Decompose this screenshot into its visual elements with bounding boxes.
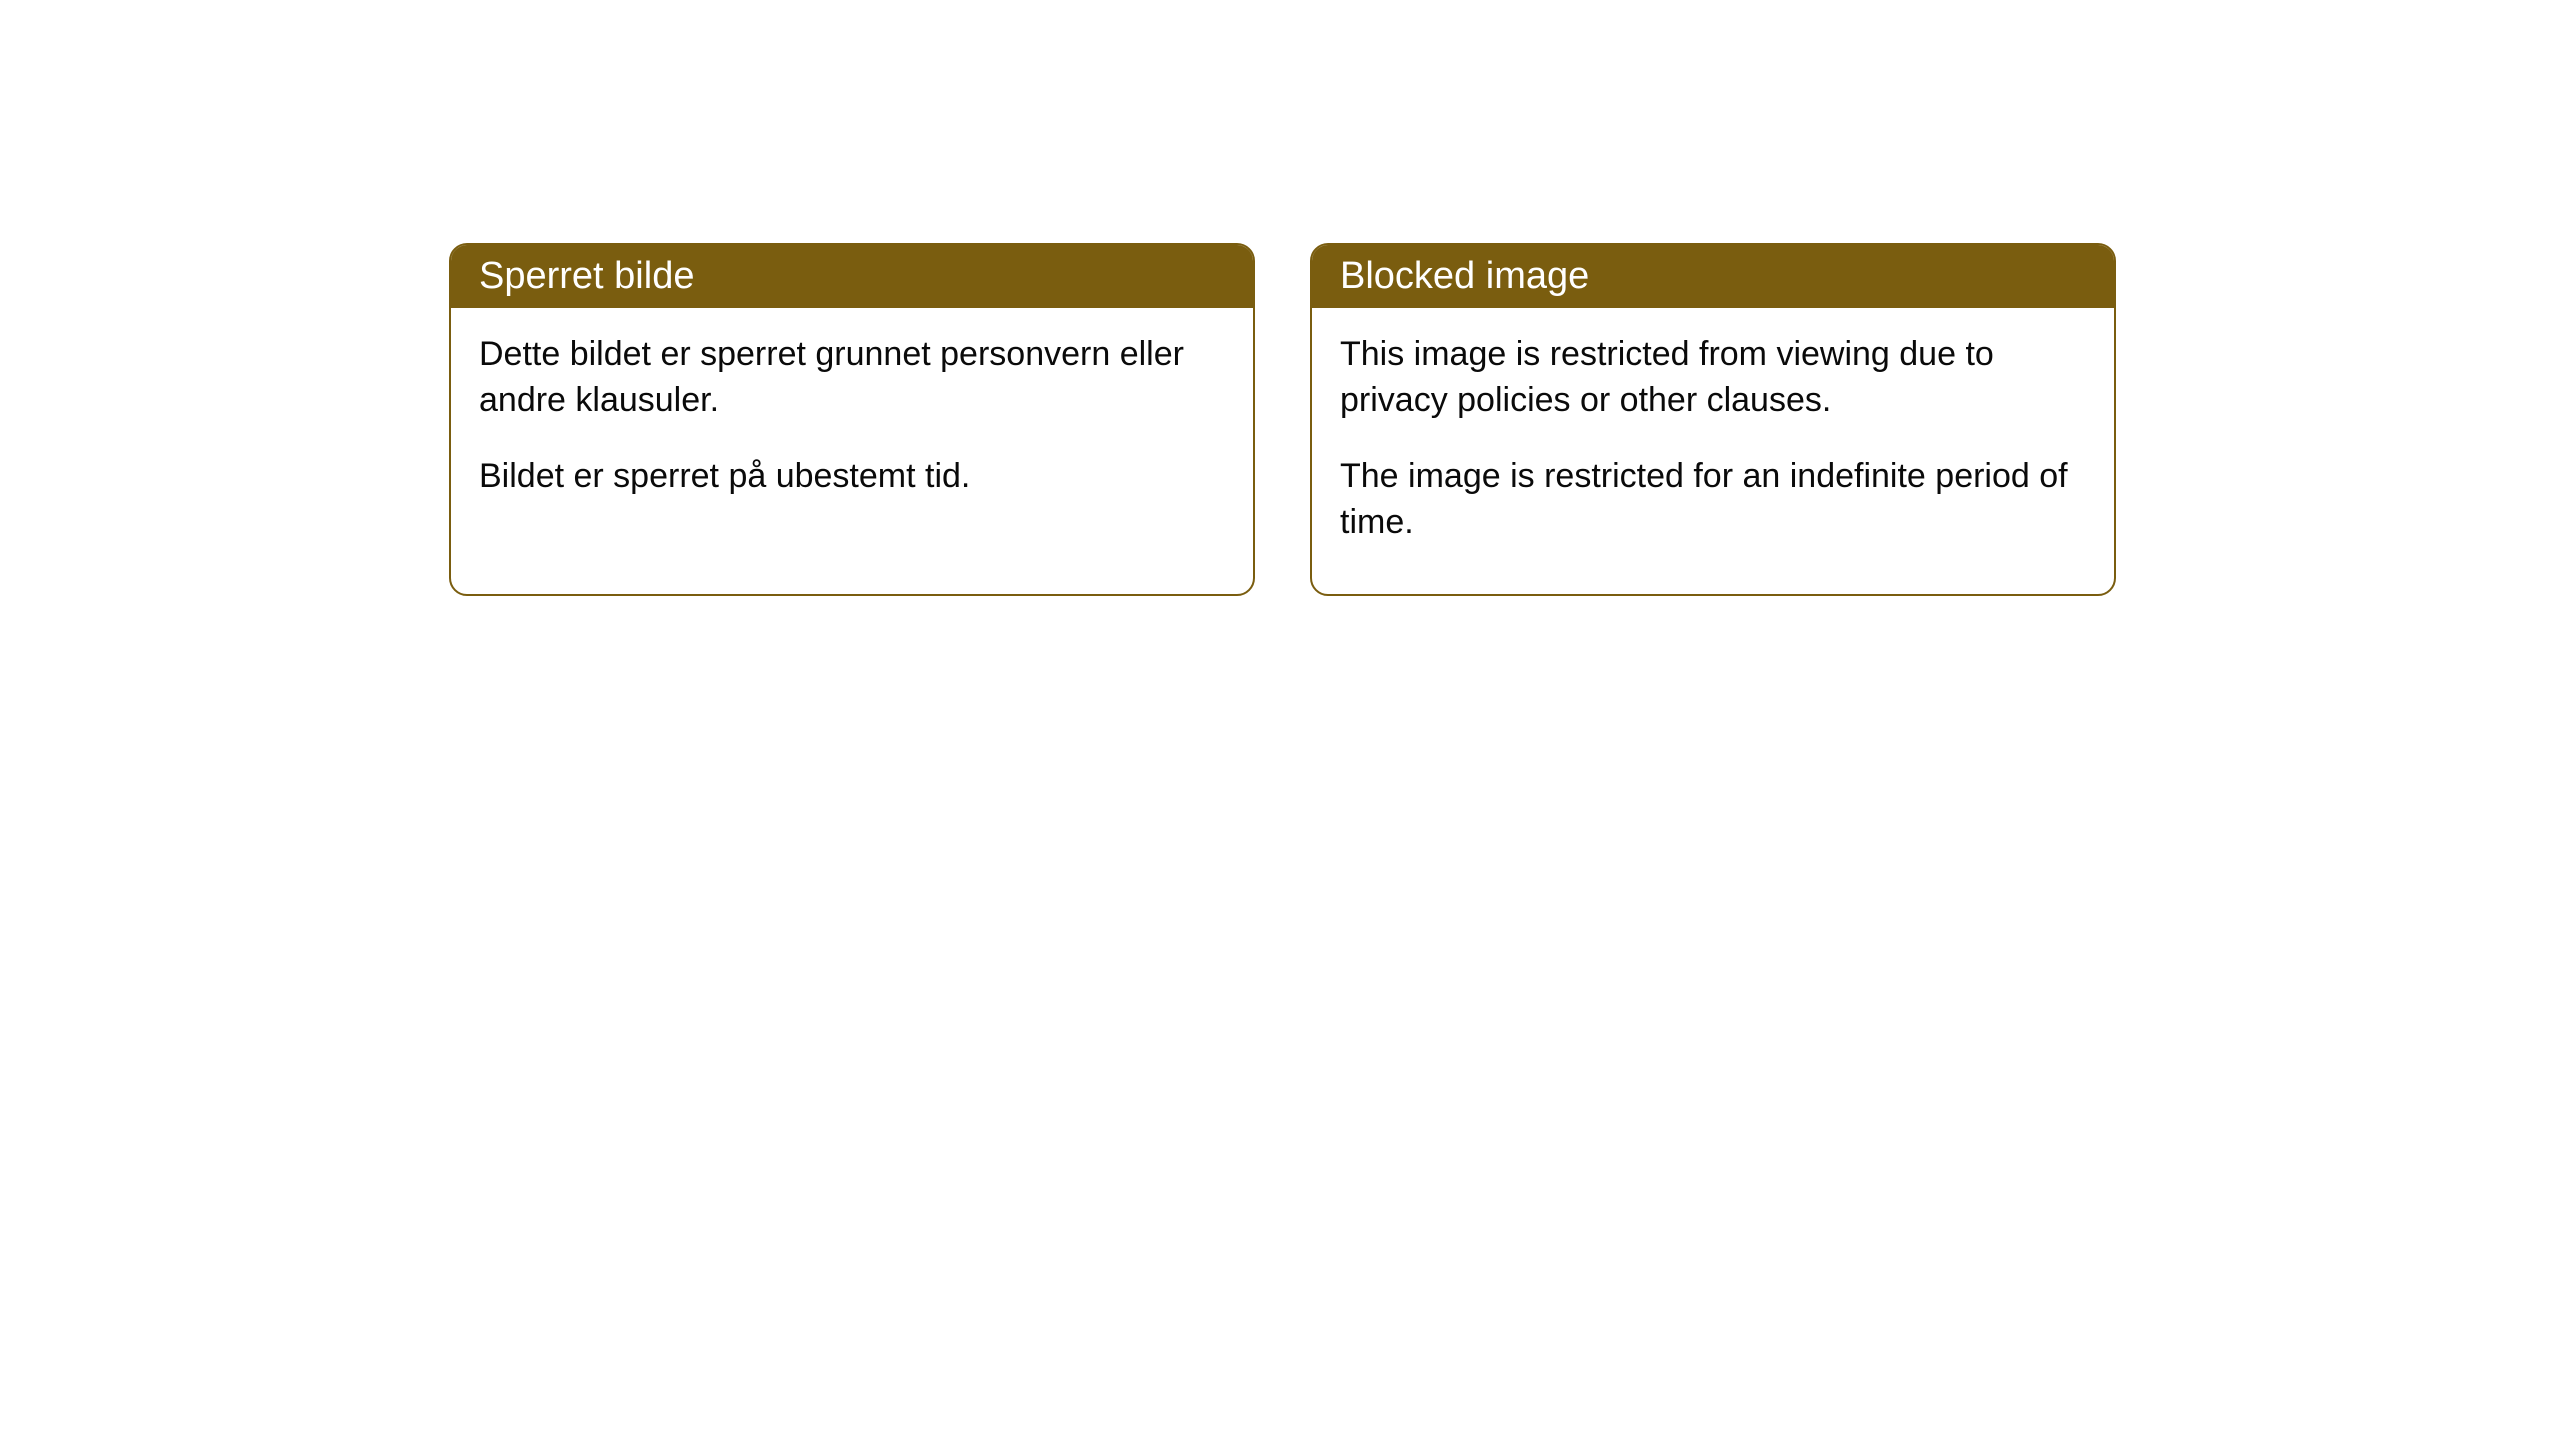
card-paragraph: The image is restricted for an indefinit… [1340, 454, 2086, 546]
notice-cards-container: Sperret bilde Dette bildet er sperret gr… [449, 243, 2116, 596]
blocked-image-card-norwegian: Sperret bilde Dette bildet er sperret gr… [449, 243, 1255, 596]
card-body: Dette bildet er sperret grunnet personve… [451, 308, 1253, 548]
card-paragraph: Dette bildet er sperret grunnet personve… [479, 332, 1225, 424]
card-paragraph: Bildet er sperret på ubestemt tid. [479, 454, 1225, 500]
card-title: Blocked image [1340, 255, 1589, 297]
card-header: Sperret bilde [451, 245, 1253, 308]
card-header: Blocked image [1312, 245, 2114, 308]
card-paragraph: This image is restricted from viewing du… [1340, 332, 2086, 424]
blocked-image-card-english: Blocked image This image is restricted f… [1310, 243, 2116, 596]
card-body: This image is restricted from viewing du… [1312, 308, 2114, 594]
card-title: Sperret bilde [479, 255, 694, 297]
